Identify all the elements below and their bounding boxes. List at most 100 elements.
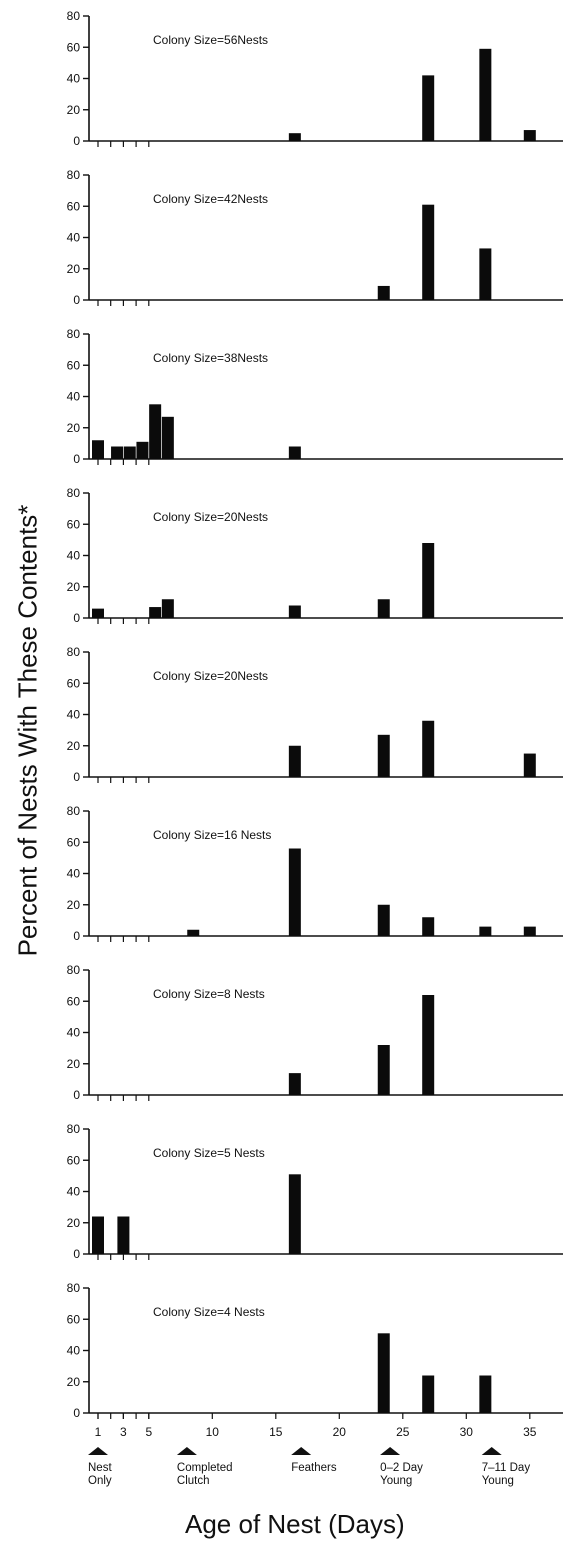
- panel-title: Colony Size=8 Nests: [153, 987, 265, 1001]
- y-tick-label: 80: [67, 168, 81, 182]
- y-tick-label: 40: [67, 867, 81, 881]
- marker-label: Young: [380, 1475, 412, 1487]
- y-tick-label: 20: [67, 898, 81, 912]
- y-tick-label: 20: [67, 262, 81, 276]
- y-tick-label: 40: [67, 1185, 81, 1199]
- y-tick-label: 20: [67, 1216, 81, 1230]
- y-tick-label: 20: [67, 103, 81, 117]
- y-tick-label: 60: [67, 1153, 81, 1167]
- y-tick-label: 60: [67, 676, 81, 690]
- y-tick-label: 0: [73, 1406, 80, 1420]
- bar: [422, 917, 435, 936]
- y-tick-label: 40: [67, 390, 81, 404]
- bar: [149, 607, 162, 618]
- y-tick-label: 0: [73, 929, 80, 943]
- y-tick-label: 40: [67, 72, 81, 86]
- x-tick-label: 35: [523, 1425, 537, 1439]
- y-tick-label: 20: [67, 739, 81, 753]
- y-tick-label: 80: [67, 327, 81, 341]
- bar: [422, 543, 435, 618]
- marker-label: Nest: [88, 1462, 112, 1474]
- x-tick-label: 5: [145, 1425, 152, 1439]
- y-tick-label: 40: [67, 1344, 81, 1358]
- y-tick-label: 80: [67, 1122, 81, 1136]
- x-tick-label: 10: [206, 1425, 220, 1439]
- bar: [377, 285, 390, 300]
- x-tick-label: 3: [120, 1425, 127, 1439]
- bar: [92, 608, 104, 618]
- x-axis-label: Age of Nest (Days): [185, 1509, 405, 1539]
- bar: [422, 720, 435, 777]
- marker-label: Only: [88, 1475, 112, 1487]
- y-tick-label: 40: [67, 708, 81, 722]
- panel-title: Colony Size=20Nests: [153, 669, 268, 683]
- y-tick-label: 40: [67, 549, 81, 563]
- y-tick-label: 80: [67, 486, 81, 500]
- bar: [377, 599, 390, 618]
- bar: [187, 929, 200, 936]
- bar: [422, 995, 435, 1095]
- marker-arrow-icon: [176, 1447, 197, 1455]
- y-tick-label: 80: [67, 804, 81, 818]
- marker-label: 0–2 Day: [380, 1462, 423, 1474]
- y-tick-label: 0: [73, 1247, 80, 1261]
- bar: [288, 446, 301, 459]
- x-tick-label: 30: [460, 1425, 474, 1439]
- x-tick-label: 1: [95, 1425, 102, 1439]
- marker-arrow-icon: [88, 1447, 108, 1455]
- marker-arrow-icon: [380, 1447, 401, 1455]
- bar: [523, 753, 536, 777]
- marker-label: Clutch: [177, 1475, 210, 1487]
- marker-label: 7–11 Day: [482, 1462, 531, 1474]
- panel-title: Colony Size=4 Nests: [153, 1305, 265, 1319]
- panel-title: Colony Size=38Nests: [153, 351, 268, 365]
- y-tick-label: 80: [67, 645, 81, 659]
- x-tick-label: 20: [333, 1425, 347, 1439]
- bar: [288, 133, 301, 141]
- bar: [479, 48, 492, 141]
- y-tick-label: 60: [67, 517, 81, 531]
- y-tick-label: 20: [67, 421, 81, 435]
- bar: [523, 926, 536, 936]
- bar: [161, 416, 174, 459]
- bar: [479, 1375, 492, 1413]
- y-tick-label: 80: [67, 9, 81, 23]
- panel-title: Colony Size=5 Nests: [153, 1146, 265, 1160]
- bar: [288, 848, 301, 936]
- y-tick-label: 60: [67, 1312, 81, 1326]
- marker-label: Young: [482, 1475, 514, 1487]
- bar: [161, 599, 174, 618]
- bar: [422, 204, 435, 300]
- y-tick-label: 60: [67, 40, 81, 54]
- y-tick-label: 20: [67, 1375, 81, 1389]
- y-axis-label: Percent of Nests With These Contents*: [12, 504, 43, 956]
- x-tick-label: 15: [269, 1425, 283, 1439]
- marker-arrow-icon: [291, 1447, 312, 1455]
- bar: [523, 130, 536, 141]
- bar: [92, 1216, 104, 1254]
- y-tick-label: 80: [67, 963, 81, 977]
- panel-title: Colony Size=20Nests: [153, 510, 268, 524]
- y-tick-label: 0: [73, 452, 80, 466]
- bar: [117, 1216, 130, 1254]
- bar: [377, 1045, 390, 1095]
- y-tick-label: 20: [67, 580, 81, 594]
- bar: [422, 75, 435, 141]
- bar: [288, 1174, 301, 1254]
- y-tick-label: 0: [73, 611, 80, 625]
- y-tick-label: 60: [67, 199, 81, 213]
- bar: [136, 441, 149, 459]
- panel-title: Colony Size=56Nests: [153, 33, 268, 47]
- bar: [377, 1333, 390, 1413]
- panel-title: Colony Size=16 Nests: [153, 828, 271, 842]
- bar: [111, 446, 124, 459]
- marker-label: Feathers: [291, 1462, 337, 1474]
- marker-label: Completed: [177, 1462, 233, 1474]
- y-tick-label: 20: [67, 1057, 81, 1071]
- bar: [123, 446, 136, 459]
- y-tick-label: 60: [67, 358, 81, 372]
- y-tick-label: 80: [67, 1281, 81, 1295]
- y-tick-label: 0: [73, 1088, 80, 1102]
